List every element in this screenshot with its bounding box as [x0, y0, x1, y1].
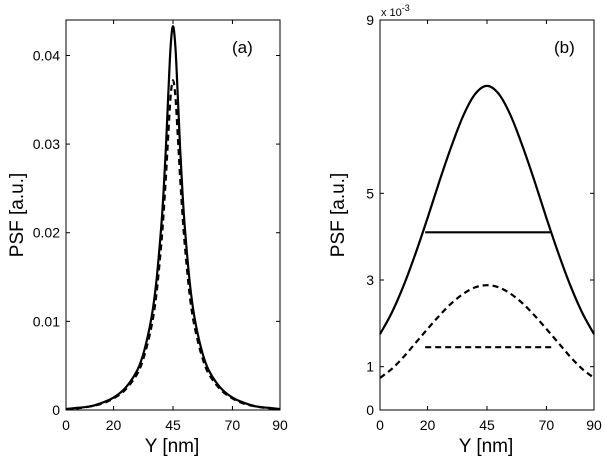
panel-b-y-tick-label: 3 — [366, 272, 374, 288]
panel-b-label: (b) — [554, 38, 575, 57]
panel-b-x-tick-label: 45 — [479, 417, 495, 433]
panel-a-y-tick-label: 0.03 — [33, 136, 60, 152]
panel-a-x-axis-title: Y [nm] — [145, 436, 200, 457]
panel-a-x-tick-label: 0 — [62, 417, 70, 433]
panel-b-y-axis-title: PSF [a.u.] — [328, 173, 349, 257]
panel-b-y-tick-label: 5 — [366, 185, 374, 201]
panel-b-x-tick-label: 0 — [376, 417, 384, 433]
panel-a-x-tick-label: 20 — [106, 417, 122, 433]
panel-b-axes-box — [379, 19, 595, 411]
panel-a-x-tick-label: 90 — [272, 417, 288, 433]
panel-a-x-tick-label: 70 — [225, 417, 241, 433]
panel-a-x-tick-label: 45 — [165, 417, 181, 433]
panel-a-series — [65, 25, 281, 411]
panel-b-y-tick-label: 1 — [366, 359, 374, 375]
panel-b-series — [379, 84, 595, 379]
panel-a: 0 20 45 70 90 0 0.01 0.02 0.03 0.04 (a) Y [nm] P… — [7, 19, 288, 457]
panel-b-x-tick-label: 90 — [586, 417, 602, 433]
panel-b-x-ticks: 0 20 45 70 90 — [376, 20, 602, 433]
panel-a-y-tick-label: 0.04 — [33, 47, 60, 63]
panel-b-exponent-label: x 10-3 — [381, 3, 410, 19]
panel-b-y-tick-label: 0 — [366, 402, 374, 418]
panel-a-axes-box — [65, 19, 281, 411]
panel-a-series-dashed — [65, 79, 281, 411]
panel-a-y-axis-title: PSF [a.u.] — [7, 173, 28, 257]
panel-b-y-ticks: 0 1 3 5 9 — [366, 12, 594, 418]
panel-b-y-tick-label: 9 — [366, 12, 374, 28]
panel-a-label: (a) — [232, 38, 253, 57]
panel-a-series-solid — [65, 25, 281, 411]
panel-a-y-tick-label: 0 — [52, 402, 60, 418]
panel-a-y-tick-label: 0.02 — [33, 225, 60, 241]
panel-b-x-tick-label: 70 — [539, 417, 555, 433]
panel-a-x-ticks: 0 20 45 70 90 — [62, 20, 288, 433]
panel-b-exponent-base: x 10 — [381, 7, 402, 19]
panel-a-y-tick-label: 0.01 — [33, 313, 60, 329]
panel-b-series-solid — [379, 84, 595, 335]
panel-b-exponent-power: -3 — [402, 3, 410, 13]
panel-b-x-tick-label: 20 — [420, 417, 436, 433]
panel-b-series-dashed — [379, 284, 595, 379]
panel-a-y-ticks: 0 0.01 0.02 0.03 0.04 — [33, 47, 280, 418]
panel-b-x-axis-title: Y [nm] — [459, 436, 514, 457]
panel-b: 0 20 45 70 90 0 1 3 5 9 (b) Y [nm] PSF [a.u.] x … — [328, 3, 602, 457]
